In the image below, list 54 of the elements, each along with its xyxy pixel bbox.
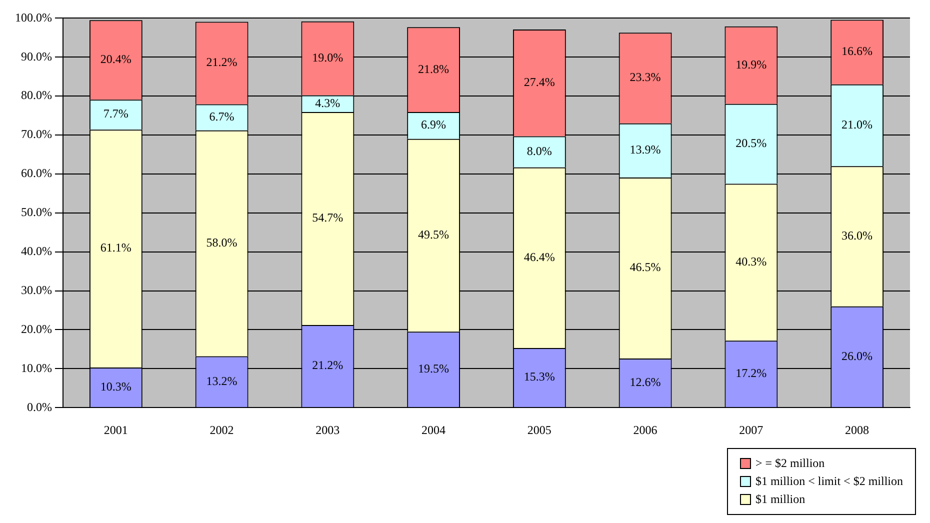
data-label: 6.9% [421, 118, 446, 132]
data-label: 58.0% [206, 235, 238, 250]
data-label: 12.6% [630, 374, 661, 389]
x-tick-label: 2005 [527, 422, 552, 437]
data-label: 7.7% [103, 106, 128, 121]
legend-label: $1 million < limit < $2 million [755, 474, 903, 489]
data-label: 13.9% [630, 142, 661, 157]
data-label: 20.5% [736, 136, 767, 150]
data-label: 13.2% [206, 374, 238, 388]
data-label: 40.3% [736, 254, 767, 268]
data-label: 36.0% [842, 228, 873, 242]
legend-label: $1 million [755, 492, 806, 507]
y-tick-label: 30.0% [20, 282, 52, 297]
y-tick-label: 50.0% [20, 205, 52, 220]
x-tick-label: 2007 [739, 422, 764, 437]
x-tick-label: 2006 [633, 422, 658, 437]
data-label: 19.9% [736, 57, 767, 72]
data-label: 46.4% [524, 250, 555, 264]
x-tick-label: 2001 [104, 422, 128, 437]
y-tick-label: 0.0% [26, 400, 52, 414]
y-tick-label: 100.0% [14, 10, 52, 24]
y-tick-label: 90.0% [20, 49, 52, 64]
x-tick-label: 2008 [845, 422, 870, 437]
data-label: 4.3% [315, 96, 340, 110]
data-label: 15.3% [524, 370, 555, 384]
legend-label: > = $2 million [755, 456, 825, 471]
data-label: 10.3% [100, 379, 132, 394]
data-label: 20.4% [100, 52, 132, 66]
data-label: 23.3% [630, 70, 661, 84]
data-label: 46.5% [630, 260, 661, 274]
data-label: 21.2% [206, 55, 238, 70]
y-tick-label: 20.0% [20, 322, 52, 336]
x-tick-label: 2004 [422, 422, 446, 437]
data-label: 21.8% [418, 62, 450, 76]
data-label: 19.0% [312, 50, 344, 64]
data-label: 54.7% [312, 210, 344, 225]
x-tick-label: 2003 [316, 422, 340, 437]
data-label: 21.0% [842, 117, 873, 132]
data-label: 21.2% [312, 358, 344, 372]
data-label: 27.4% [524, 74, 555, 89]
data-label: 61.1% [100, 240, 132, 255]
data-label: 16.6% [842, 44, 873, 58]
y-tick-label: 70.0% [20, 127, 52, 142]
data-label: 49.5% [418, 227, 450, 242]
data-label: 19.5% [418, 362, 450, 376]
y-tick-label: 10.0% [20, 360, 52, 375]
data-label: 6.7% [209, 109, 234, 124]
data-label: 17.2% [736, 366, 767, 380]
y-tick-label: 60.0% [20, 166, 52, 180]
x-tick-label: 2002 [210, 422, 234, 437]
y-tick-label: 80.0% [20, 88, 52, 102]
data-label: 8.0% [526, 144, 552, 158]
data-label: 26.0% [842, 348, 873, 363]
y-tick-label: 40.0% [20, 244, 52, 258]
